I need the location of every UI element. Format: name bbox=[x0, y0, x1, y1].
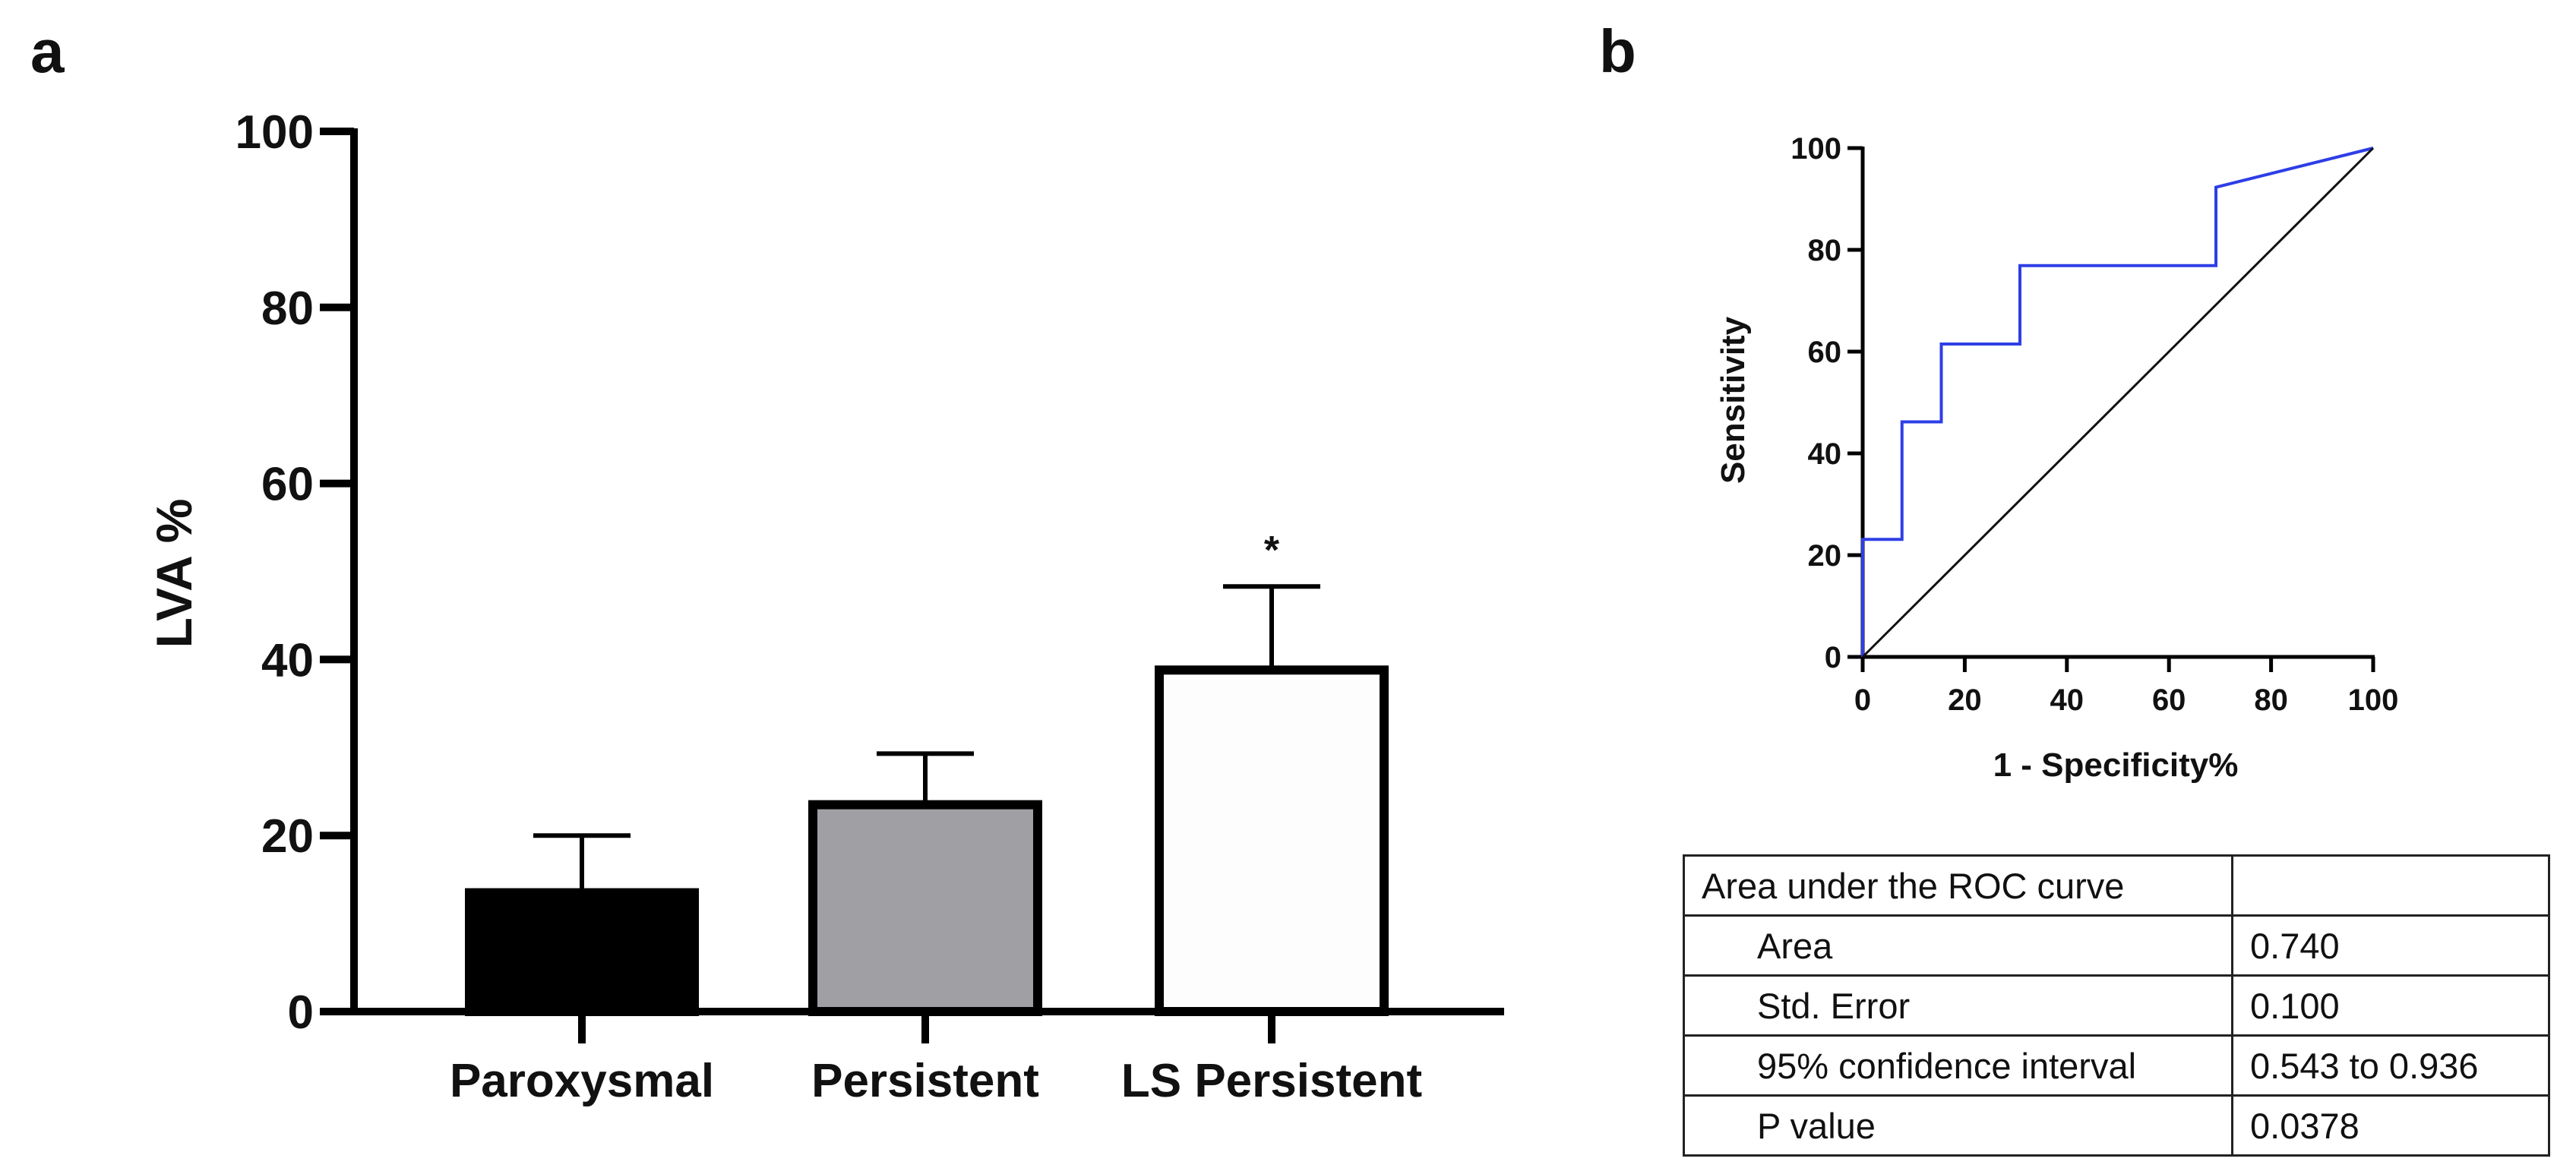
y-axis: 0 20 40 60 80 100 bbox=[235, 106, 358, 1039]
x-tick-label: 100 bbox=[2348, 683, 2399, 717]
table-row: P value 0.0378 bbox=[1683, 1094, 2550, 1157]
significance-marker: * bbox=[1264, 529, 1280, 573]
y-tick-label: 100 bbox=[235, 106, 314, 159]
table-row-label: Std. Error bbox=[1683, 974, 2233, 1037]
x-tick-label: 80 bbox=[2254, 683, 2288, 717]
table-row-value: 0.100 bbox=[2231, 974, 2550, 1037]
y-tick-label: 40 bbox=[1808, 437, 1842, 471]
y-axis-label-sensitivity: Sensitivity bbox=[1715, 316, 1752, 484]
bar-group: * bbox=[465, 529, 1389, 1017]
y-tick-label: 60 bbox=[261, 459, 314, 511]
table-header-value bbox=[2231, 854, 2550, 917]
x-tick-label: 40 bbox=[2050, 683, 2085, 717]
roc-summary-table: Area under the ROC curve Area 0.740 Std.… bbox=[1683, 854, 2550, 1157]
table-header-row: Area under the ROC curve bbox=[1683, 854, 2550, 917]
table-row-value: 0.543 to 0.936 bbox=[2231, 1034, 2550, 1097]
table-header-label: Area under the ROC curve bbox=[1683, 854, 2233, 917]
table-row-value: 0.0378 bbox=[2231, 1094, 2550, 1157]
panel-label-b: b bbox=[1599, 17, 1636, 85]
table-row-label: 95% confidence interval bbox=[1683, 1034, 2233, 1097]
x-axis: Paroxysmal Persistent LS Persistent bbox=[320, 1008, 1504, 1107]
y-tick-label: 80 bbox=[1808, 234, 1842, 267]
x-tick-label: 0 bbox=[1854, 683, 1871, 717]
reference-diagonal-line bbox=[1861, 147, 2375, 658]
y-tick-label: 80 bbox=[261, 283, 314, 335]
y-tick-label: 40 bbox=[261, 634, 314, 687]
bar-persistent bbox=[808, 800, 1042, 1016]
x-tick-label: Paroxysmal bbox=[450, 1055, 714, 1107]
y-tick-label: 20 bbox=[1808, 539, 1842, 573]
table-row: Area 0.740 bbox=[1683, 914, 2550, 977]
table-row-label: Area bbox=[1683, 914, 2233, 977]
table-row-value: 0.740 bbox=[2231, 914, 2550, 977]
bar-chart-lva: * 0 20 40 60 80 100 Paroxysmal Persistent LS Pe… bbox=[146, 106, 1504, 1107]
x-axis-label: 1 - Specificity% bbox=[1993, 747, 2239, 784]
roc-chart: 0 20 40 60 80 100 0 20 40 60 80 100 1 - Specificity… bbox=[1715, 132, 2398, 784]
table-row: 95% confidence interval 0.543 to 0.936 bbox=[1683, 1034, 2550, 1097]
bar-ls-persistent bbox=[1155, 665, 1389, 1016]
y-axis-label: LVA % bbox=[146, 499, 202, 649]
x-tick-label: LS Persistent bbox=[1121, 1055, 1422, 1107]
y-tick-label: 20 bbox=[261, 810, 314, 863]
roc-lines bbox=[1861, 147, 2375, 658]
y-tick-label: 0 bbox=[1825, 641, 1841, 674]
x-tick-label: 20 bbox=[1948, 683, 1982, 717]
table-row-label: P value bbox=[1683, 1094, 2233, 1157]
roc-curve-line bbox=[1861, 147, 2374, 657]
y-tick-label: 60 bbox=[1808, 336, 1842, 369]
y-tick-label: 0 bbox=[288, 986, 314, 1039]
bar-paroxysmal bbox=[465, 888, 699, 1017]
x-tick-label: 60 bbox=[2152, 683, 2186, 717]
panel-label-a: a bbox=[30, 17, 65, 85]
y-tick-label: 100 bbox=[1791, 132, 1841, 166]
table-row: Std. Error 0.100 bbox=[1683, 974, 2550, 1037]
roc-axes: 0 20 40 60 80 100 0 20 40 60 80 100 bbox=[1791, 132, 2398, 717]
x-tick-label: Persistent bbox=[811, 1055, 1039, 1107]
